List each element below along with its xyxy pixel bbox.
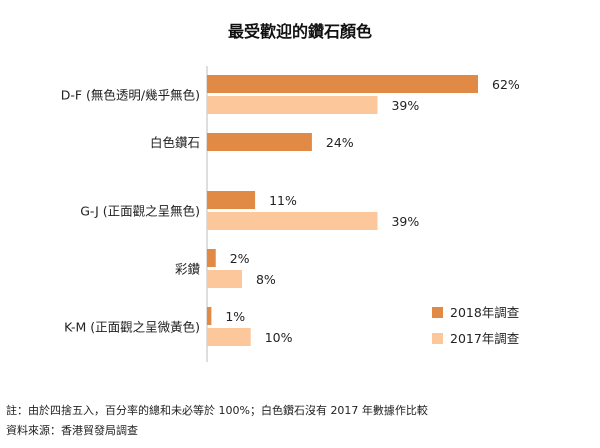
category-label: D-F (無色透明/幾乎無色) (61, 88, 200, 103)
bar-2018 (207, 249, 216, 267)
footnote: 註：由於四捨五入，百分率的總和未必等於 100%；白色鑽石沒有 2017 年數據… (6, 404, 428, 417)
bar-2017 (207, 270, 242, 288)
bar-2018 (207, 133, 312, 151)
data-label: 62% (492, 77, 520, 92)
bar-2017 (207, 212, 378, 230)
data-label: 10% (265, 330, 293, 345)
data-label: 24% (326, 135, 354, 150)
data-label: 11% (269, 193, 297, 208)
bar-2017 (207, 328, 251, 346)
bar-2018 (207, 307, 212, 325)
bar-2018 (207, 75, 478, 93)
category-label: 彩鑽 (175, 262, 201, 277)
data-label: 8% (256, 272, 276, 287)
chart-title: 最受歡迎的鑽石顏色 (227, 22, 372, 41)
data-label: 39% (391, 214, 419, 229)
category-label: K-M (正面觀之呈微黃色) (64, 320, 200, 335)
legend-label: 2018年調查 (450, 305, 520, 320)
bar-2018 (207, 191, 256, 209)
legend-swatch (432, 333, 443, 344)
legend-label: 2017年調查 (450, 331, 520, 346)
legend-swatch (432, 307, 443, 318)
data-label: 2% (230, 251, 250, 266)
category-label: 白色鑽石 (150, 135, 200, 150)
data-label: 1% (225, 309, 245, 324)
source-note: 資料來源：香港貿發局調查 (6, 424, 138, 437)
category-label: G-J (正面觀之呈無色) (80, 204, 200, 219)
data-label: 39% (391, 98, 419, 113)
bar-2017 (207, 96, 378, 114)
